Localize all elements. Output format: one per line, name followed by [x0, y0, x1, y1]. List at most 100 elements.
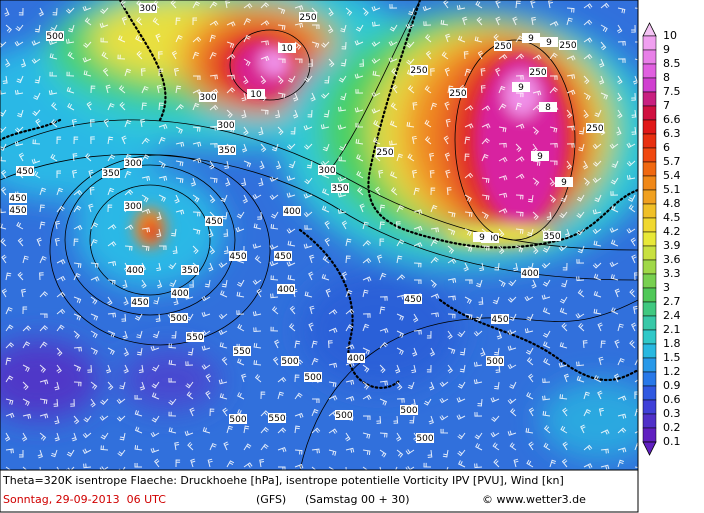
legend-swatch [642, 119, 657, 135]
wind-barb [481, 123, 491, 129]
wind-barb [559, 307, 568, 315]
wind-barb [532, 177, 540, 186]
wind-barb [439, 415, 449, 421]
wind-barb [477, 398, 483, 407]
wind-barb [118, 85, 126, 94]
contour-label: 10 [250, 90, 262, 100]
wind-barb [617, 395, 627, 401]
wind-barb [498, 85, 506, 94]
wind-barb [159, 245, 167, 250]
wind-barb [219, 393, 228, 400]
wind-barb [379, 272, 387, 281]
legend-swatch [642, 259, 657, 275]
wind-barb [260, 109, 269, 115]
wind-barb [303, 193, 313, 199]
contour-label: 450 [274, 252, 291, 262]
wind-barb [287, 240, 296, 247]
wind-barb [241, 92, 247, 102]
wind-barb [226, 53, 236, 60]
wind-barb [252, 279, 262, 285]
wind-barb [90, 381, 98, 390]
wind-barb [464, 172, 474, 179]
wind-barb [542, 245, 551, 253]
wind-barb [34, 75, 41, 84]
wind-barb [498, 228, 505, 238]
wind-barb [413, 209, 423, 215]
wind-barb [566, 74, 576, 80]
wind-barb [327, 340, 333, 349]
wind-barb [90, 398, 96, 408]
wind-barb [101, 51, 109, 60]
wind-barb [39, 341, 48, 349]
wind-barb [39, 379, 49, 385]
wind-barb [175, 209, 185, 215]
legend-label: 4.8 [663, 197, 681, 210]
wind-barb [379, 306, 386, 315]
coastline [438, 298, 638, 382]
wind-barb [549, 459, 557, 468]
wind-barb [56, 466, 60, 470]
wind-barb [495, 0, 501, 9]
wind-barb [243, 58, 251, 67]
wind-barb [473, 361, 483, 367]
wind-barb [542, 279, 551, 287]
contour-label: 300 [199, 93, 216, 103]
wind-barb [338, 143, 347, 151]
legend-label: 5.4 [663, 169, 681, 182]
wind-barb [359, 203, 365, 213]
legend-swatch [642, 133, 657, 149]
wind-barb [481, 211, 489, 220]
wind-barb [379, 449, 387, 458]
wind-barb [427, 449, 433, 458]
contour-label: 450 [16, 167, 33, 177]
wind-barb [22, 341, 31, 349]
wind-barb [492, 296, 500, 305]
wind-barb [14, 40, 24, 47]
wind-barb [174, 194, 180, 204]
wind-barb [22, 381, 29, 391]
contour-label: 350 [102, 169, 119, 179]
wind-barb [617, 323, 624, 332]
wind-barb [507, 329, 517, 335]
contour-label: 500 [416, 434, 433, 444]
contour-label-bg [181, 265, 199, 275]
wind-barb [328, 395, 338, 401]
wind-barb [408, 7, 415, 16]
contour-label-bg [486, 356, 504, 366]
wind-barb [223, 228, 229, 237]
wind-barb [22, 325, 32, 332]
wind-barb [634, 7, 638, 9]
wind-barb [345, 466, 347, 470]
wind-barb [253, 327, 262, 333]
wind-barb [447, 364, 453, 374]
wind-barb [5, 398, 14, 405]
wind-barb [578, 126, 585, 135]
wind-barb [236, 211, 245, 219]
wind-barb [524, 295, 534, 302]
wind-barb [413, 262, 422, 268]
wind-barb [304, 75, 313, 83]
wind-barb [105, 84, 111, 94]
wind-barb [192, 51, 200, 60]
wind-barb [84, 153, 92, 162]
wind-barb [362, 449, 371, 456]
map: 500 300 250 10 10 300 300 350 300 350 450 450 450 300… [0, 0, 638, 470]
wind-barb [566, 89, 576, 95]
wind-barb [396, 239, 405, 247]
wind-barb [509, 313, 517, 322]
wind-barb [379, 466, 382, 470]
wind-barb [424, 119, 432, 128]
wind-barb [73, 238, 79, 247]
wind-barb [617, 75, 623, 85]
wind-barb [141, 85, 149, 94]
wind-barb [396, 432, 402, 442]
wind-barb [549, 160, 558, 166]
wind-barb [390, 102, 398, 111]
wind-barb [509, 408, 517, 417]
wind-barb [39, 432, 47, 441]
legend-arrow-top [642, 22, 657, 37]
wind-barb [389, 24, 398, 32]
wind-barb [474, 36, 483, 43]
wind-barb [156, 84, 162, 94]
